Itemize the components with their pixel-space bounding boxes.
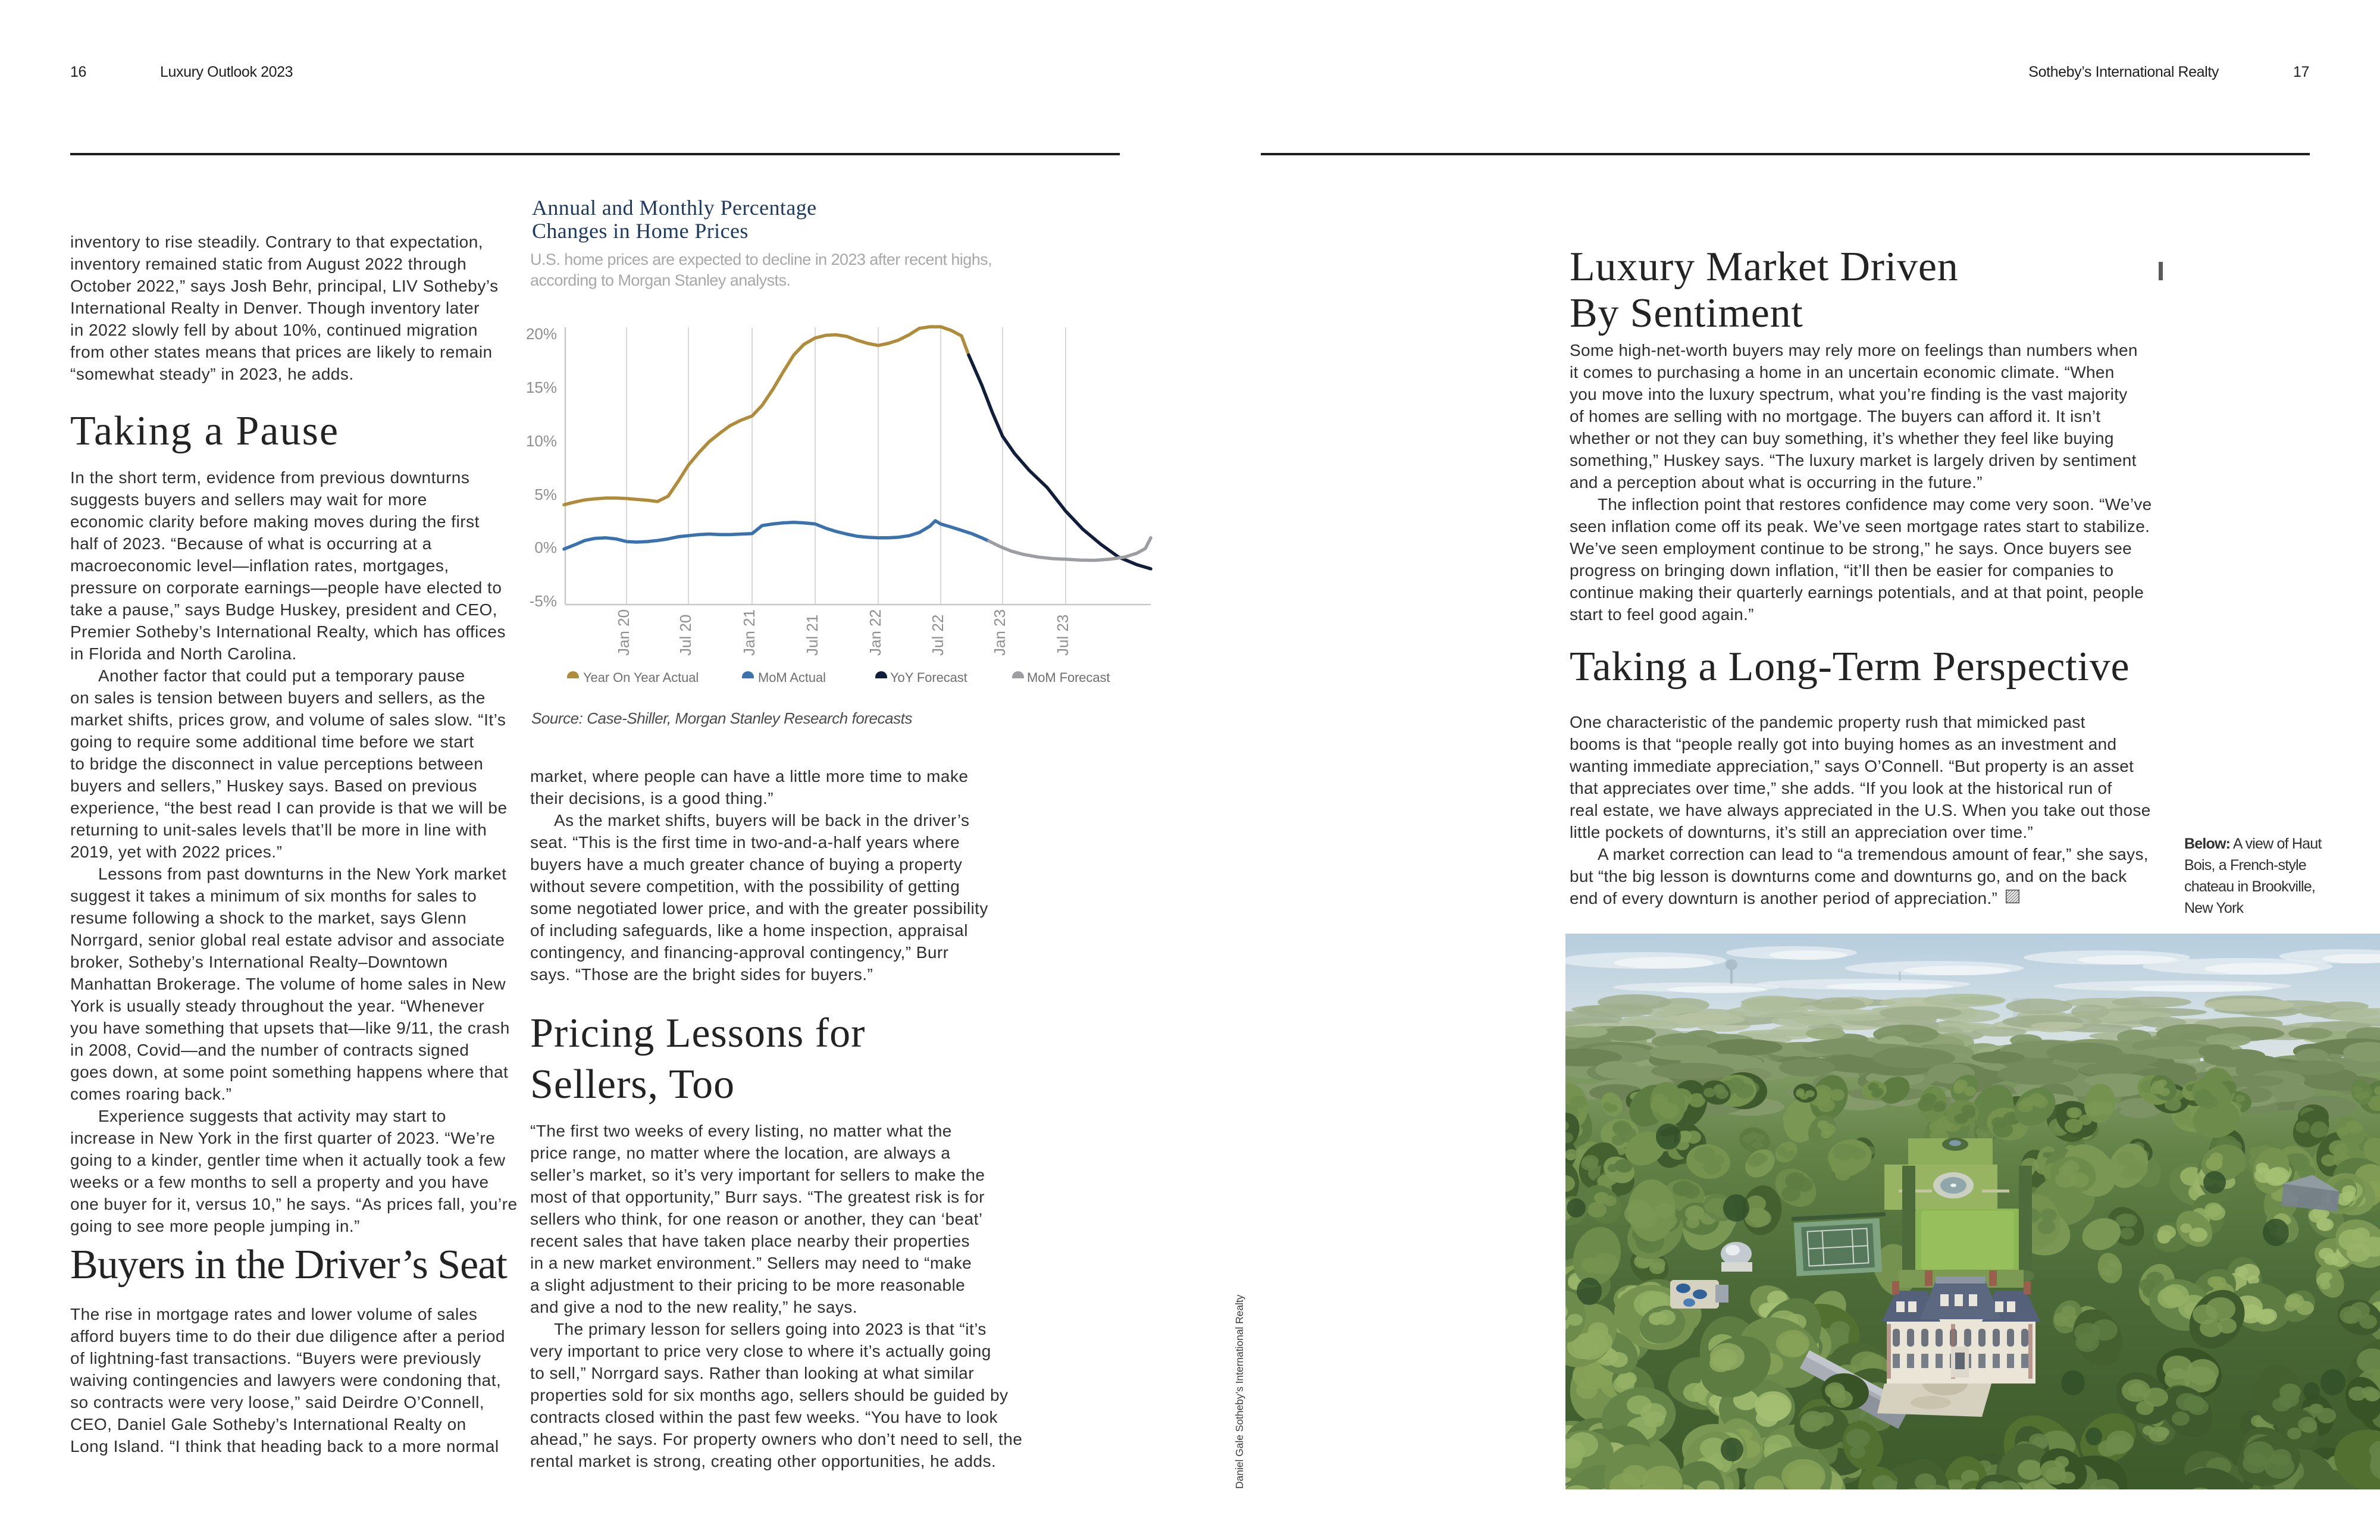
svg-text:10%: 10% [526, 432, 557, 450]
svg-text:Jan 21: Jan 21 [740, 609, 758, 656]
svg-text:Daniel Gale Sotheby’s Internat: Daniel Gale Sotheby’s International Real… [1233, 1294, 1245, 1489]
svg-text:Jul 20: Jul 20 [677, 615, 694, 656]
svg-text:Jan 22: Jan 22 [866, 609, 884, 656]
svg-text:Jul 23: Jul 23 [1054, 615, 1072, 656]
svg-text:-5%: -5% [530, 592, 557, 610]
svg-text:5%: 5% [534, 486, 557, 503]
svg-text:Jan 20: Jan 20 [615, 609, 632, 656]
svg-text:0%: 0% [534, 539, 557, 556]
svg-text:Jan 23: Jan 23 [991, 609, 1009, 656]
svg-text:Jul 21: Jul 21 [803, 615, 821, 656]
svg-text:Jul 22: Jul 22 [929, 615, 947, 656]
svg-text:20%: 20% [526, 325, 557, 343]
svg-text:15%: 15% [526, 378, 557, 396]
